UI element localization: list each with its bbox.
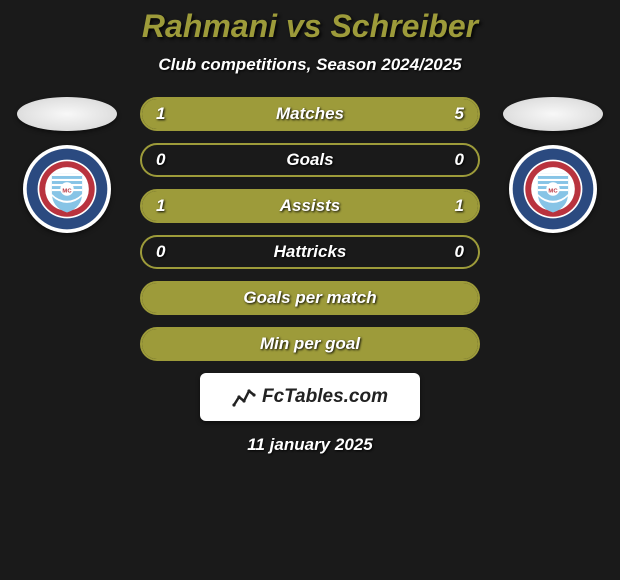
page-title: Rahmani vs Schreiber: [0, 8, 620, 45]
page-subtitle: Club competitions, Season 2024/2025: [0, 55, 620, 75]
comparison-card: Rahmani vs Schreiber Club competitions, …: [0, 0, 620, 580]
right-player-avatar-placeholder: [503, 97, 603, 131]
stat-label: Min per goal: [260, 334, 360, 354]
stat-row: Goals per match: [140, 281, 480, 315]
right-player-column: MC: [498, 97, 608, 233]
fctables-logo-icon: [232, 385, 256, 409]
svg-text:MC: MC: [62, 188, 72, 194]
stat-label: Goals per match: [243, 288, 376, 308]
date-text: 11 january 2025: [0, 435, 620, 455]
stat-left-value: 1: [156, 191, 165, 221]
right-club-logo: MC: [509, 145, 597, 233]
stat-row: 0 0 Hattricks: [140, 235, 480, 269]
branding-text: FcTables.com: [262, 386, 388, 408]
comparison-body: MC 1 5 Matches 0 0 Goals 1 1 Assists 0 0 Hattricks G…: [0, 97, 620, 361]
stat-left-value: 0: [156, 145, 165, 175]
stat-fill-left: [142, 99, 199, 129]
stat-label: Hattricks: [274, 242, 347, 262]
left-club-logo: MC: [23, 145, 111, 233]
stat-row: 0 0 Goals: [140, 143, 480, 177]
stat-row: 1 5 Matches: [140, 97, 480, 131]
branding-badge: FcTables.com: [200, 373, 420, 421]
stat-label: Assists: [280, 196, 340, 216]
stat-row: Min per goal: [140, 327, 480, 361]
stat-left-value: 1: [156, 99, 165, 129]
svg-text:MC: MC: [548, 188, 558, 194]
stats-panel: 1 5 Matches 0 0 Goals 1 1 Assists 0 0 Hattricks Goal…: [140, 97, 480, 361]
stat-row: 1 1 Assists: [140, 189, 480, 223]
left-player-column: MC: [12, 97, 122, 233]
stat-label: Goals: [286, 150, 333, 170]
melbourne-city-logo-icon: MC: [25, 147, 109, 231]
left-player-avatar-placeholder: [17, 97, 117, 131]
stat-right-value: 0: [455, 237, 464, 267]
stat-right-value: 1: [455, 191, 464, 221]
melbourne-city-logo-icon: MC: [511, 147, 595, 231]
stat-right-value: 0: [455, 145, 464, 175]
stat-label: Matches: [276, 104, 344, 124]
stat-right-value: 5: [455, 99, 464, 129]
stat-left-value: 0: [156, 237, 165, 267]
